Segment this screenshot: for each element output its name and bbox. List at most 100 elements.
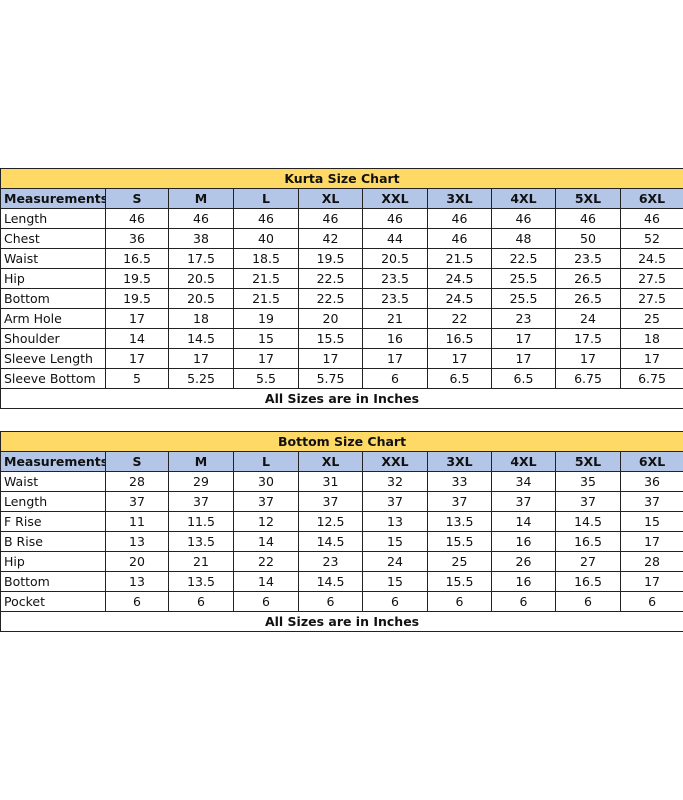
cell: 29 [168,471,234,492]
cell: 27.5 [620,288,683,309]
column-header: S [105,451,169,472]
column-header: 4XL [491,188,556,209]
header-row: Measurements S M L XL XXL 3XL 4XL 5XL 6XL [0,188,683,209]
cell: 6 [362,591,428,612]
column-header: 3XL [427,188,492,209]
cell: 15 [619,511,683,532]
cell: 46 [555,208,621,229]
row-label: Pocket [0,591,106,612]
row-label: Bottom [0,571,106,592]
cell: 28 [105,471,169,492]
cell: 46 [620,208,683,229]
data-row: Length 37 37 37 37 37 37 37 37 37 [0,491,683,512]
cell: 42 [298,228,363,249]
cell: 21.5 [427,248,492,269]
cell: 23.5 [555,248,621,269]
cell: 36 [619,471,683,492]
cell: 26 [491,551,556,572]
cell: 48 [491,228,556,249]
cell: 36 [105,228,169,249]
cell: 22.5 [298,288,363,309]
table-title: Bottom Size Chart [0,431,683,452]
column-header: M [168,451,234,472]
cell: 6 [619,591,683,612]
cell: 24 [555,308,621,329]
cell: 16 [362,328,428,349]
row-label: Waist [0,248,106,269]
cell: 6.5 [427,368,492,389]
table-footer: All Sizes are in Inches [0,388,683,409]
cell: 35 [555,471,621,492]
row-label: Sleeve Length [0,348,106,369]
cell: 20 [298,308,363,329]
cell: 17 [491,328,556,349]
column-header: M [168,188,234,209]
cell: 6 [491,591,556,612]
cell: 46 [491,208,556,229]
cell: 19.5 [105,268,169,289]
cell: 27 [555,551,621,572]
column-header: S [105,188,169,209]
cell: 46 [427,208,492,229]
cell: 46 [105,208,169,229]
cell: 22.5 [491,248,556,269]
cell: 50 [555,228,621,249]
cell: 15 [362,531,428,552]
cell: 18 [620,328,683,349]
cell: 11 [105,511,169,532]
cell: 37 [168,491,234,512]
header-row: Measurements S M L XL XXL 3XL 4XL 5XL 6XL [0,451,683,472]
cell: 14.5 [555,511,621,532]
cell: 17 [619,571,683,592]
cell: 37 [555,491,621,512]
cell: 27.5 [620,268,683,289]
cell: 23 [491,308,556,329]
cell: 14 [491,511,556,532]
column-header: 6XL [620,188,683,209]
cell: 46 [233,208,299,229]
cell: 26.5 [555,268,621,289]
cell: 37 [427,491,492,512]
cell: 17 [491,348,556,369]
cell: 16.5 [427,328,492,349]
data-row: Length 46 46 46 46 46 46 46 46 46 [0,208,683,229]
cell: 31 [298,471,363,492]
cell: 25 [427,551,492,572]
cell: 19.5 [105,288,169,309]
cell: 21.5 [233,268,299,289]
cell: 21.5 [233,288,299,309]
column-header: Measurements [0,451,106,472]
cell: 24.5 [620,248,683,269]
cell: 17 [105,308,169,329]
cell: 38 [168,228,234,249]
cell: 17 [105,348,169,369]
cell: 13 [362,511,428,532]
cell: 21 [362,308,428,329]
cell: 17 [619,531,683,552]
cell: 13 [105,571,169,592]
row-label: Sleeve Bottom [0,368,106,389]
cell: 28 [619,551,683,572]
cell: 6 [555,591,621,612]
column-header: 5XL [555,188,621,209]
column-header: 3XL [427,451,492,472]
cell: 6 [427,591,492,612]
footer-row: All Sizes are in Inches [0,388,683,409]
cell: 5.5 [233,368,299,389]
data-row: Bottom 19.5 20.5 21.5 22.5 23.5 24.5 25.5 26.5 27… [0,288,683,309]
cell: 37 [362,491,428,512]
data-row: Pocket 6 6 6 6 6 6 6 6 6 [0,591,683,612]
cell: 24.5 [427,288,492,309]
data-row: Hip 19.5 20.5 21.5 22.5 23.5 24.5 25.5 26.5 27.5 [0,268,683,289]
cell: 24 [362,551,428,572]
cell: 37 [619,491,683,512]
cell: 16 [491,571,556,592]
cell: 22 [427,308,492,329]
row-label: Hip [0,268,106,289]
cell: 17.5 [555,328,621,349]
cell: 17 [427,348,492,369]
cell: 21 [168,551,234,572]
cell: 46 [427,228,492,249]
cell: 6 [362,368,428,389]
cell: 20.5 [362,248,428,269]
